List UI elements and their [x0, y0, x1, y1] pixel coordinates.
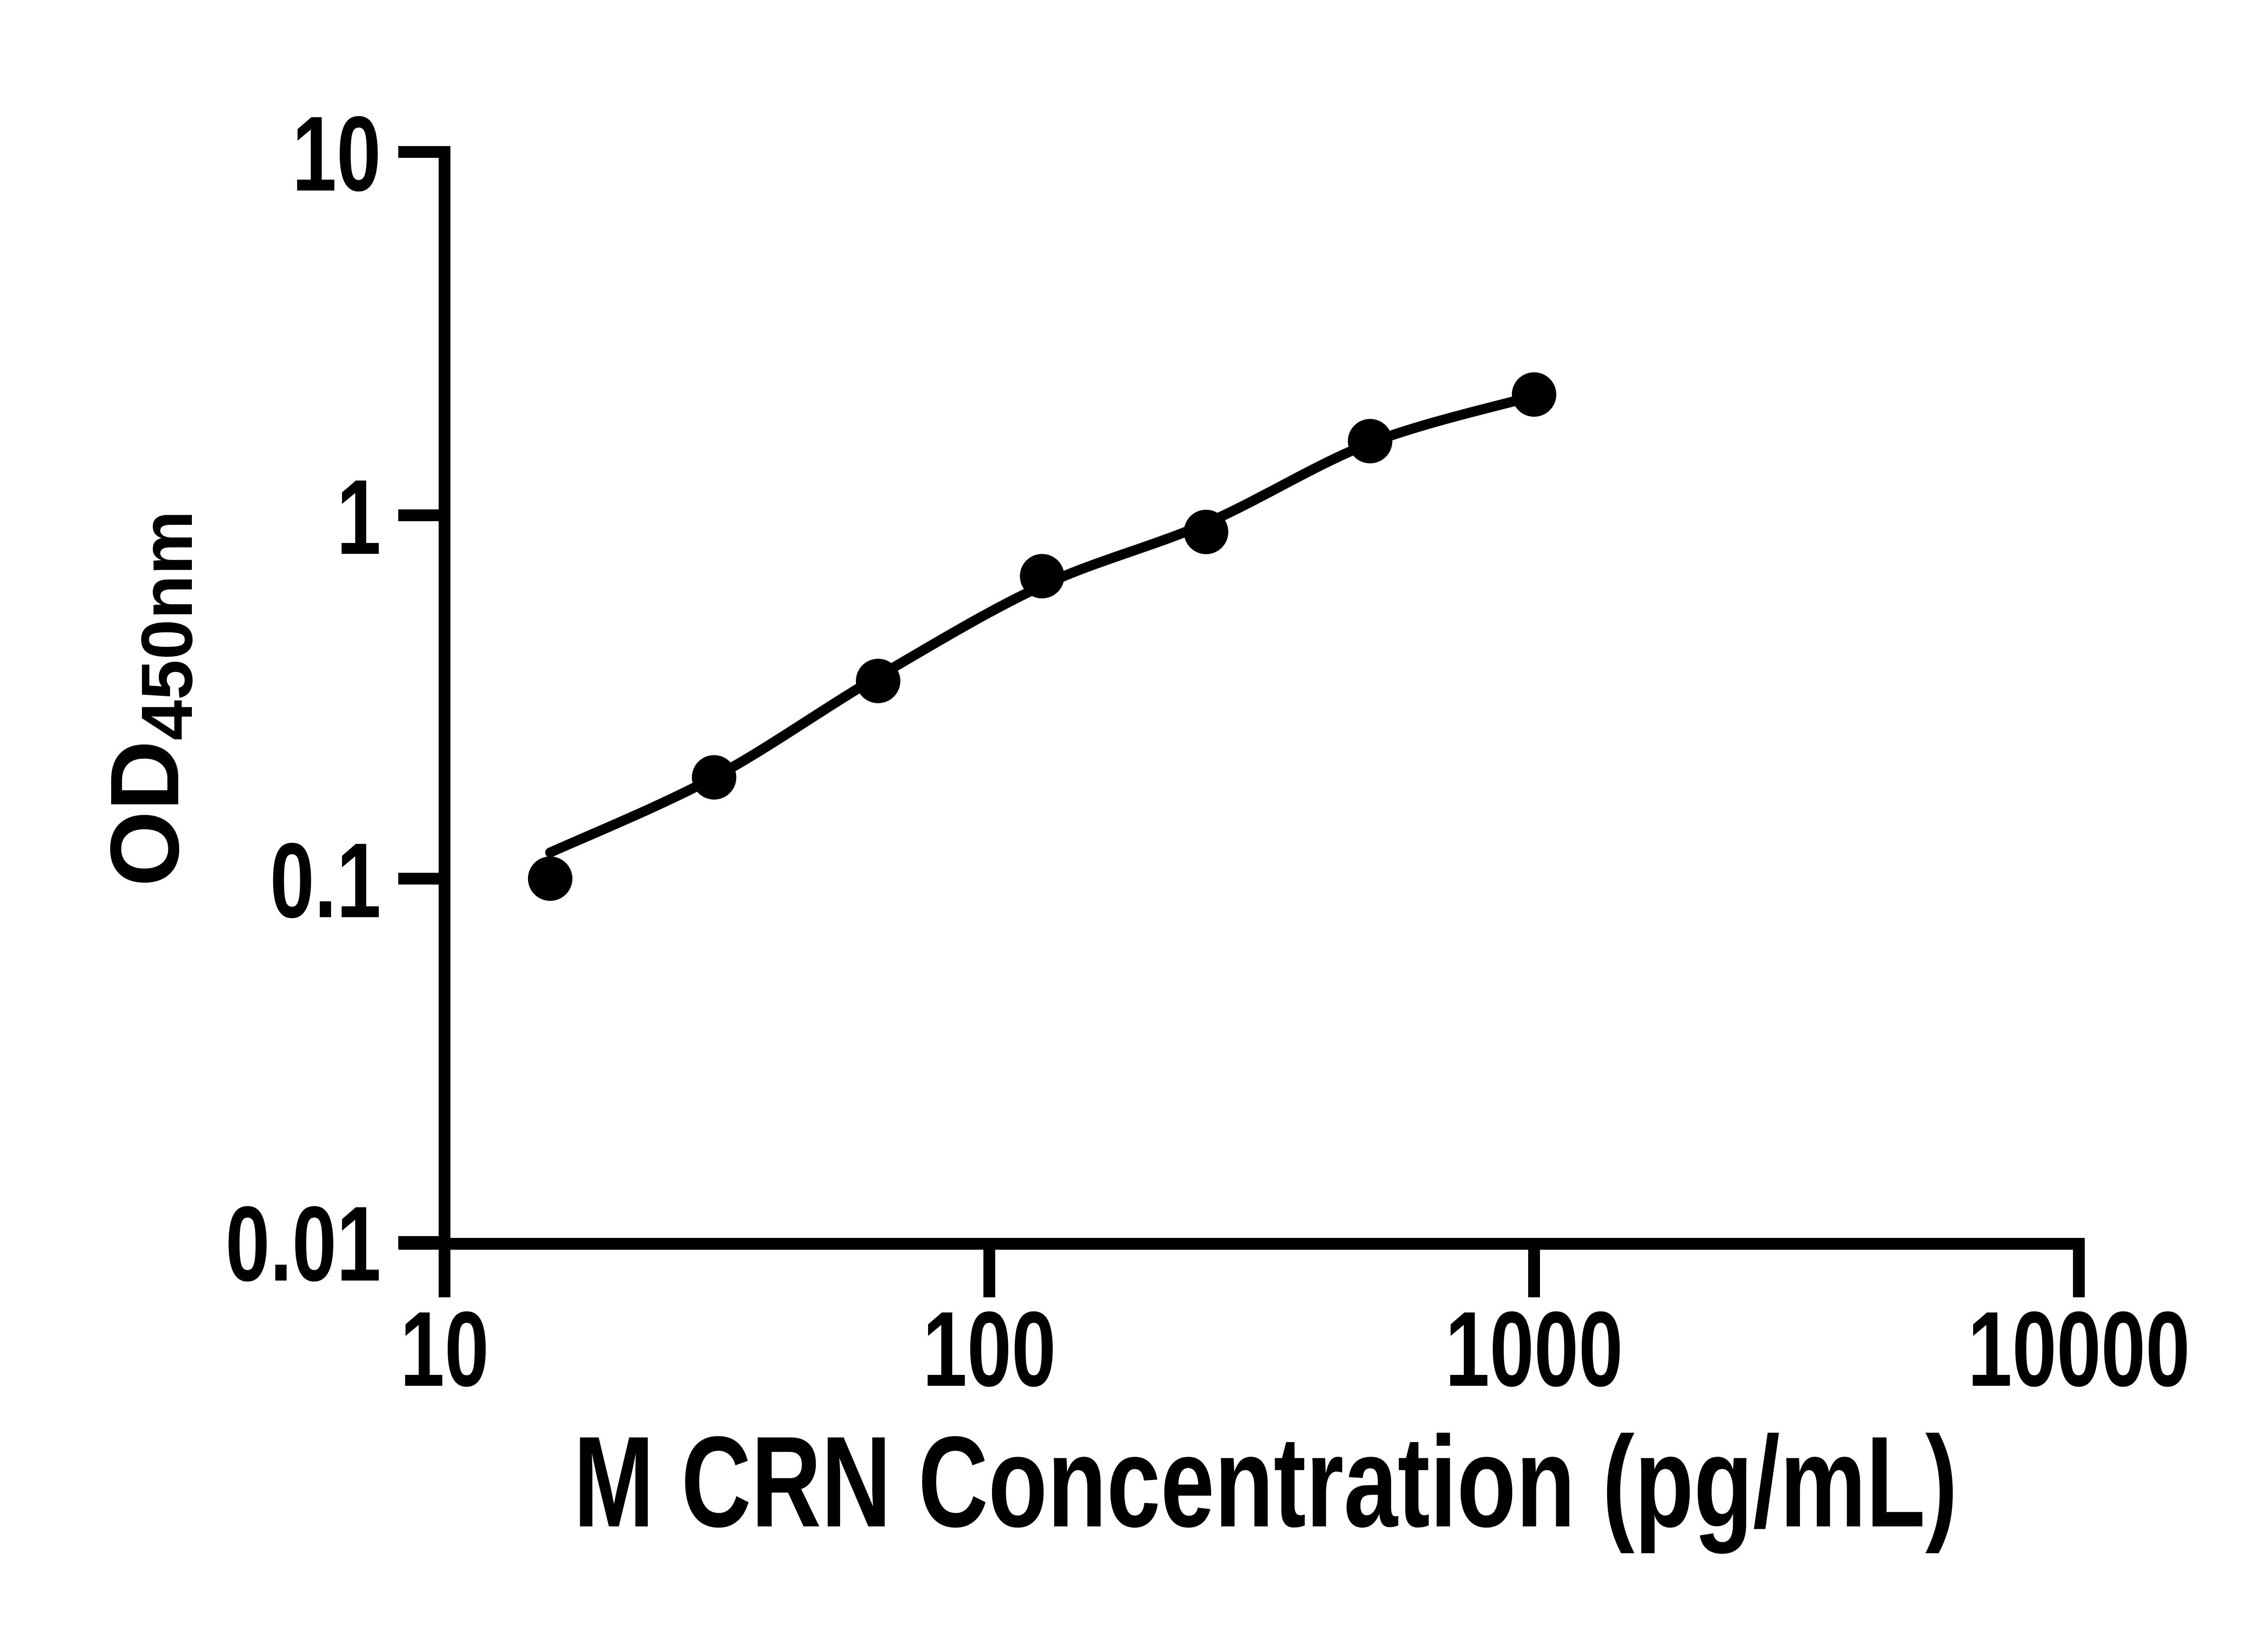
y-tick-label-0.01: 0.01: [225, 1184, 381, 1303]
y-axis-title-main: OD: [90, 740, 199, 887]
x-tick-label-100: 100: [923, 1290, 1056, 1408]
y-tick-label-group: 1: [337, 458, 381, 577]
y-tick-label-group: 0.1: [270, 821, 381, 940]
data-point-500: [1348, 419, 1393, 464]
data-point-15.63: [528, 856, 572, 901]
data-point-31.25: [692, 755, 737, 800]
y-tick-label-10: 10: [292, 94, 381, 213]
x-tick-label-10: 10: [400, 1290, 489, 1408]
x-axis-title: M CRN Concentration (pg/mL): [573, 1410, 1957, 1554]
y-axis-tick-labels: 10 1 0.1 0.01: [225, 94, 381, 1303]
x-tick-label-group: 10: [400, 1290, 489, 1408]
y-tick-label-group: 10: [292, 94, 381, 213]
x-axis-tick-labels: 10 100 1000 10000: [400, 1290, 2190, 1408]
y-axis-title: OD450nm: [90, 510, 207, 886]
x-tick-label-group: 100: [923, 1290, 1056, 1408]
x-tick-label-10000: 10000: [1968, 1290, 2190, 1408]
x-tick-label-group: 1000: [1445, 1290, 1623, 1408]
data-point-1000: [1512, 372, 1556, 417]
x-axis-ticks: [439, 1244, 2085, 1297]
data-point-250: [1183, 509, 1228, 554]
y-axis-ticks: [398, 146, 445, 1248]
y-axis-title-subscript: 450nm: [126, 510, 207, 740]
data-point-125: [1020, 554, 1065, 599]
y-tick-label-group: 0.01: [225, 1184, 381, 1303]
x-tick-label-1000: 1000: [1445, 1290, 1623, 1408]
y-tick-label-1: 1: [337, 458, 381, 577]
data-point-markers: [528, 372, 1556, 901]
data-point-62.5: [855, 659, 900, 704]
x-tick-label-group: 10000: [1968, 1290, 2190, 1408]
y-tick-label-0.1: 0.1: [270, 821, 381, 940]
